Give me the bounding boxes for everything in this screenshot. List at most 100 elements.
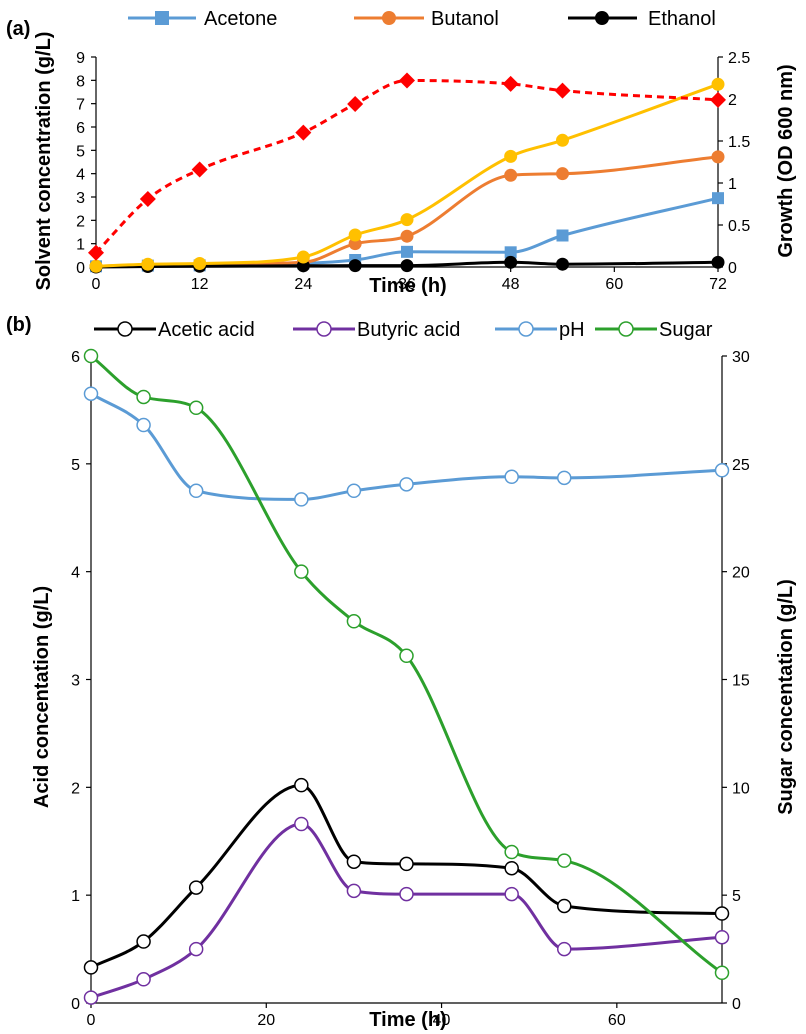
panel-a: (a) Acetone Butanol Ethanol Solvent conc… [6,8,797,297]
data-point-sugar [188,400,204,416]
legend-label-butanol: Butanol [431,8,499,30]
x-tick-label: 40 [433,1012,451,1029]
data-point-sugar [557,853,572,868]
y-tick-label-right: 2 [728,92,737,109]
data-point-ph [557,470,572,486]
x-tick-label: 36 [398,276,416,293]
y-axis-title-right-b: Sugar concentation (g/L) [775,579,797,815]
legend-marker-ethanol [595,11,609,25]
data-point-acetic-acid [399,856,414,872]
legend-marker-acetone [155,11,169,25]
data-point-butanol [556,167,569,181]
data-point-acetic-acid [294,777,309,793]
data-point-series-5 [710,91,726,108]
x-tick-label: 60 [608,1012,626,1029]
data-point-series-4 [504,149,518,163]
data-point-ethanol [400,259,414,273]
data-point-ethanol [711,255,725,269]
y-tick-label-right: 2.5 [728,50,750,67]
data-point-ph [188,483,204,499]
y-tick-label-left: 2 [71,780,80,797]
data-point-acetic-acid [346,854,362,869]
legend-label-ph: pH [559,319,585,341]
data-point-sugar [714,965,730,981]
data-point-ph [399,477,414,492]
y-tick-label-left: 4 [76,167,85,184]
data-point-series-4 [296,250,310,264]
data-point-ph [504,469,519,485]
x-axis-title-a: Time (h) [369,275,446,297]
y-tick-label-left: 6 [71,349,80,366]
data-point-acetone [712,192,724,205]
y-tick-label-left: 2 [76,213,85,230]
data-point-sugar [399,648,414,664]
data-point-series-5 [295,124,312,141]
data-point-acetone [504,246,517,259]
data-point-butyric-acid [399,886,414,902]
data-point-sugar [136,389,151,405]
data-point-acetic-acid [714,906,730,921]
data-point-ethanol [556,257,569,271]
data-point-series-5 [554,82,571,99]
data-point-acetic-acid [136,934,151,949]
data-point-butyric-acid [557,941,572,957]
x-axis-title-b: Time (h) [369,1009,446,1031]
data-point-ph [136,417,151,433]
legend-label-sugar: Sugar [659,319,713,341]
data-point-sugar [294,564,309,579]
data-point-series-5 [139,190,156,207]
data-point-series-5 [399,72,415,89]
x-tick-label: 20 [257,1012,275,1029]
data-point-series-4 [711,77,725,91]
data-point-butanol [711,150,725,164]
y-tick-label-left: 3 [71,673,80,690]
legend-marker-sugar [618,321,634,337]
legend-marker-ph [518,321,534,337]
data-point-series-5 [88,244,104,261]
y-tick-label-right: 30 [732,349,750,366]
y-tick-label-left: 6 [76,120,85,137]
y-tick-label-left: 4 [71,565,80,582]
data-point-acetic-acid [504,860,519,876]
data-point-butyric-acid [714,929,730,945]
y-axis-title-left-b: Acid concentation (g/L) [31,586,53,808]
y-tick-label-right: 0 [728,260,737,277]
data-point-acetic-acid [83,960,99,975]
y-tick-label-left: 0 [71,996,80,1013]
data-point-series-4 [193,257,207,270]
y-tick-label-left: 5 [76,143,85,160]
y-tick-label-left: 1 [71,888,80,905]
data-point-butyric-acid [346,883,362,899]
y-tick-label-left: 5 [71,457,80,474]
data-point-sugar [83,348,99,364]
legend-marker-acetic-acid [117,321,133,337]
series-line-acetic-acid [90,783,723,969]
data-point-ethanol [504,255,518,269]
y-tick-label-right: 0 [732,996,741,1013]
data-point-series-4 [141,257,155,271]
legend-b: Acetic acid Butyric acid pH Sugar [94,319,713,341]
y-tick-label-left: 0 [76,260,85,277]
legend-marker-butyric-acid [316,321,332,337]
data-point-butyric-acid [504,886,519,902]
panel-label-b: (b) [6,314,32,336]
data-point-butyric-acid [83,990,99,1005]
y-tick-label-right: 25 [732,457,750,474]
data-point-acetone [401,245,413,258]
data-point-butanol [400,229,414,243]
x-tick-label: 72 [709,276,727,293]
data-point-ph [294,492,309,507]
y-tick-label-right: 1 [728,176,737,193]
data-point-series-4 [89,259,103,273]
data-point-ph [714,463,730,478]
data-point-butyric-acid [136,972,151,987]
y-tick-label-right: 15 [732,673,750,690]
y-tick-label-right: 5 [732,888,741,905]
data-point-acetic-acid [557,898,572,914]
y-tick-label-left: 9 [76,50,85,67]
data-point-acetone [556,229,569,242]
legend-label-acetone: Acetone [204,8,277,30]
data-point-series-5 [502,75,519,92]
